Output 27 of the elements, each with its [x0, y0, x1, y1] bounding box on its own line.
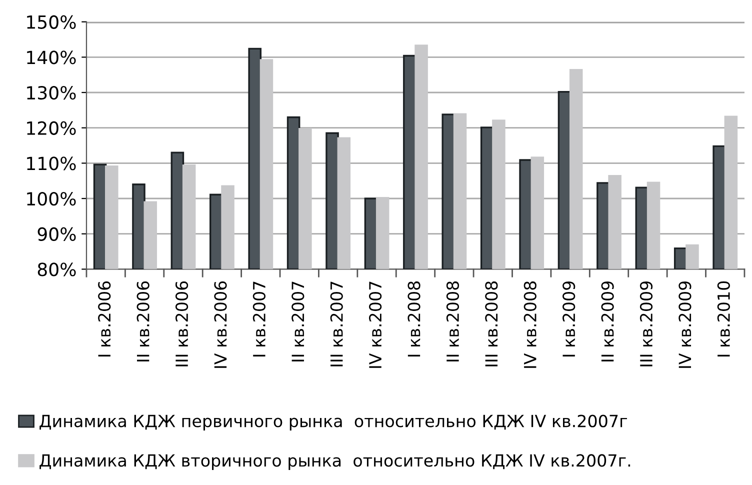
y-tick-label: 130% [27, 86, 76, 100]
x-tick-label: III кв.2007 [330, 282, 343, 366]
y-tick-label: 80% [38, 262, 76, 276]
y-tick-label: 140% [27, 50, 76, 64]
legend-label: Динамика КДЖ вторичного рынка относительно КДЖ IV кв.2007г. [40, 454, 630, 470]
x-tick-label: II кв.2006 [136, 281, 150, 362]
x-tick-label: III кв.2008 [485, 281, 498, 366]
x-tick-label: I кв.2007 [252, 282, 266, 356]
x-tick-label: III кв.2006 [175, 281, 188, 366]
y-tick-label: 120% [27, 121, 76, 135]
legend-label: Динамика КДЖ первичного рынка относительно КДЖ IV кв.2007г [40, 414, 627, 431]
x-tick-label: IV кв.2007 [369, 282, 382, 368]
x-tick-label: IV кв.2006 [214, 281, 227, 368]
x-tick-label: IV кв.2008 [524, 281, 536, 368]
y-tick-label: 150% [27, 15, 76, 29]
y-tick-label: 110% [27, 156, 76, 170]
x-tick-label: II кв.2009 [601, 281, 614, 362]
y-tick-label: 100% [27, 192, 76, 206]
y-tick-label: 90% [38, 227, 76, 241]
x-tick-label: III кв.2009 [640, 281, 653, 366]
x-tick-label: IV кв.2009 [678, 281, 692, 368]
x-tick-label: I кв.2006 [98, 281, 111, 356]
x-tick-label: II кв.2007 [292, 282, 304, 362]
x-tick-label: I кв.2008 [408, 281, 420, 356]
x-tick-label: I кв.2009 [562, 281, 576, 356]
x-tick-label: II кв.2008 [446, 281, 460, 362]
x-tick-label: I кв.2010 [717, 281, 730, 356]
